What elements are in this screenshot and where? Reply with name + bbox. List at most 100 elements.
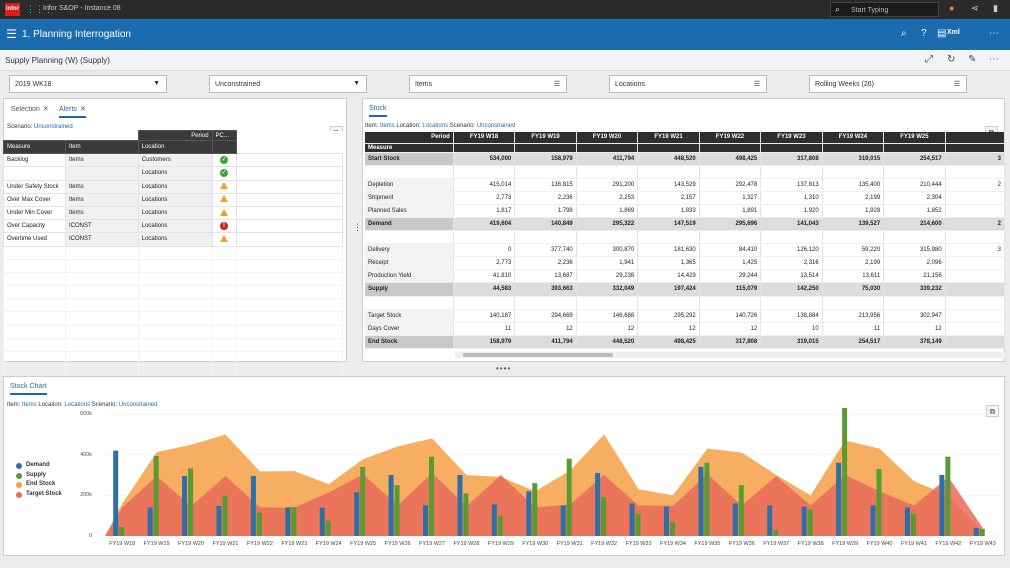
stock-value-cell[interactable] (576, 296, 639, 310)
stock-row[interactable]: Days Cover 11 12 12 12 12 10 11 12 (365, 322, 1006, 336)
stock-value-cell[interactable]: 448,520 (637, 152, 700, 166)
stock-row[interactable]: Supply 44,583 393,663 332,049 197,424 115,079… (365, 282, 1006, 297)
document-icon[interactable]: ▤ (937, 28, 947, 39)
stock-value-cell[interactable]: 300,870 (576, 243, 639, 258)
stock-value-cell[interactable] (945, 230, 1006, 245)
stock-value-cell[interactable] (699, 165, 762, 179)
stock-value-cell[interactable]: 393,663 (514, 282, 577, 297)
items-filter[interactable]: Items ☰ (409, 75, 567, 93)
stock-value-cell[interactable]: 1,327 (699, 191, 762, 205)
legend-item[interactable]: Demand (16, 462, 62, 472)
stock-value-cell[interactable]: 137,813 (760, 178, 823, 192)
scenario-link[interactable]: Unconstrained (34, 124, 73, 130)
stock-value-cell[interactable]: 295,292 (637, 309, 700, 323)
stock-value-cell[interactable]: 13,514 (760, 269, 823, 284)
stock-value-cell[interactable]: 1,920 (760, 204, 823, 218)
legend-item[interactable]: End Stock (16, 481, 62, 491)
stock-value-cell[interactable]: 136,815 (514, 178, 577, 192)
stock-value-cell[interactable]: 140,187 (453, 309, 516, 323)
stock-value-cell[interactable] (453, 296, 516, 310)
stock-value-cell[interactable]: 2,199 (822, 191, 885, 205)
close-icon[interactable]: ✕ (42, 106, 49, 113)
stock-value-cell[interactable]: 254,517 (883, 152, 946, 166)
stock-value-cell[interactable]: 2,773 (453, 191, 516, 205)
scenario-dropdown[interactable]: Unconstrained ▼ (209, 75, 367, 93)
tab-alerts[interactable]: Alerts ✕ (59, 105, 86, 118)
stock-value-cell[interactable]: 319,015 (760, 335, 823, 349)
period-column-header[interactable]: FY19 W25 (883, 132, 946, 144)
bookmark-icon[interactable]: ▮ (993, 3, 998, 13)
stock-value-cell[interactable]: 210,444 (883, 178, 946, 192)
help-icon[interactable]: ? (921, 28, 927, 39)
stock-value-cell[interactable]: 2 (945, 217, 1006, 232)
stock-value-cell[interactable]: 1,425 (699, 256, 762, 271)
stock-value-cell[interactable]: 140,849 (514, 217, 577, 232)
alerts-row[interactable]: Locations ✓ (3, 166, 343, 181)
period-column-header[interactable] (945, 132, 1006, 144)
stock-value-cell[interactable]: 2,773 (453, 256, 516, 271)
stock-value-cell[interactable]: 2,304 (883, 191, 946, 205)
stock-value-cell[interactable] (945, 256, 1006, 271)
stock-value-cell[interactable] (514, 165, 577, 179)
stock-value-cell[interactable]: 197,424 (637, 282, 700, 297)
stock-value-cell[interactable]: 147,519 (637, 217, 700, 232)
stock-value-cell[interactable] (576, 165, 639, 179)
stock-row[interactable]: Demand 419,604 140,849 295,322 147,519 295,69… (365, 217, 1006, 232)
stock-value-cell[interactable]: 75,030 (822, 282, 885, 297)
period-dropdown[interactable]: 2019 WK18 ▼ (9, 75, 167, 93)
stock-value-cell[interactable]: 135,400 (822, 178, 885, 192)
alerts-row[interactable]: Over Max Cover Items Locations (3, 192, 343, 207)
stock-value-cell[interactable] (945, 309, 1006, 323)
scrollbar-thumb[interactable] (463, 353, 613, 357)
stock-value-cell[interactable] (945, 296, 1006, 310)
stock-value-cell[interactable]: 448,520 (576, 335, 639, 349)
stock-value-cell[interactable] (637, 296, 700, 310)
stock-row[interactable]: Production Yield 41,810 13,687 29,238 14,429… (365, 269, 1006, 284)
stock-value-cell[interactable]: 254,517 (822, 335, 885, 349)
horizontal-scrollbar[interactable] (455, 352, 1005, 358)
stock-value-cell[interactable]: 1,798 (514, 204, 577, 218)
resize-handle[interactable]: •••• (496, 364, 512, 373)
stock-value-cell[interactable] (883, 165, 946, 179)
stock-value-cell[interactable] (453, 230, 516, 245)
location-link[interactable]: Locations (64, 402, 91, 408)
stock-value-cell[interactable]: 1,891 (699, 204, 762, 218)
stock-value-cell[interactable]: 2,236 (514, 191, 577, 205)
stock-value-cell[interactable]: 84,410 (699, 243, 762, 258)
stock-value-cell[interactable] (760, 296, 823, 310)
tab-selection[interactable]: Selection ✕ (11, 105, 49, 113)
expand-icon[interactable]: ⤢ (925, 54, 933, 65)
legend-item[interactable]: Supply (16, 472, 62, 482)
stock-value-cell[interactable] (945, 322, 1006, 336)
stock-value-cell[interactable]: 317,808 (699, 335, 762, 349)
stock-value-cell[interactable]: 1,928 (822, 204, 885, 218)
stock-value-cell[interactable]: 411,794 (576, 152, 639, 166)
stock-value-cell[interactable]: 1,833 (637, 204, 700, 218)
stock-value-cell[interactable]: 11 (453, 322, 516, 336)
stock-value-cell[interactable]: 2,096 (883, 256, 946, 271)
stock-value-cell[interactable]: 141,043 (760, 217, 823, 232)
scenario-link[interactable]: Unconstrained (476, 123, 516, 129)
period-column-header[interactable]: FY19 W22 (699, 132, 762, 144)
stock-value-cell[interactable]: 294,669 (514, 309, 577, 323)
stock-value-cell[interactable]: 0 (453, 243, 516, 258)
stock-value-cell[interactable]: 12 (883, 322, 946, 336)
stock-value-cell[interactable] (883, 296, 946, 310)
stock-value-cell[interactable]: 142,250 (760, 282, 823, 297)
period-column-header[interactable]: FY19 W21 (637, 132, 700, 144)
resize-handle[interactable]: ⋮ (353, 222, 362, 232)
stock-row[interactable]: Receipt 2,773 2,236 1,941 1,365 1,425 2,316 2,1… (365, 256, 1006, 271)
share-icon[interactable]: ⋖ (971, 3, 979, 13)
stock-value-cell[interactable]: 2,316 (760, 256, 823, 271)
stock-value-cell[interactable]: 13,611 (822, 269, 885, 284)
stock-value-cell[interactable]: 12 (637, 322, 700, 336)
stock-value-cell[interactable]: 1,310 (760, 191, 823, 205)
period-column-header[interactable]: FY19 W18 (453, 132, 516, 144)
stock-row[interactable]: Shipment 2,773 2,236 2,253 2,157 1,327 1,310 2,… (365, 191, 1006, 205)
measure-header[interactable]: Measure (3, 139, 66, 155)
stock-value-cell[interactable]: 315,980 (883, 243, 946, 258)
stock-value-cell[interactable] (945, 165, 1006, 179)
stock-value-cell[interactable] (945, 204, 1006, 218)
period-column-header[interactable]: FY19 W24 (822, 132, 885, 144)
stock-value-cell[interactable] (576, 230, 639, 245)
